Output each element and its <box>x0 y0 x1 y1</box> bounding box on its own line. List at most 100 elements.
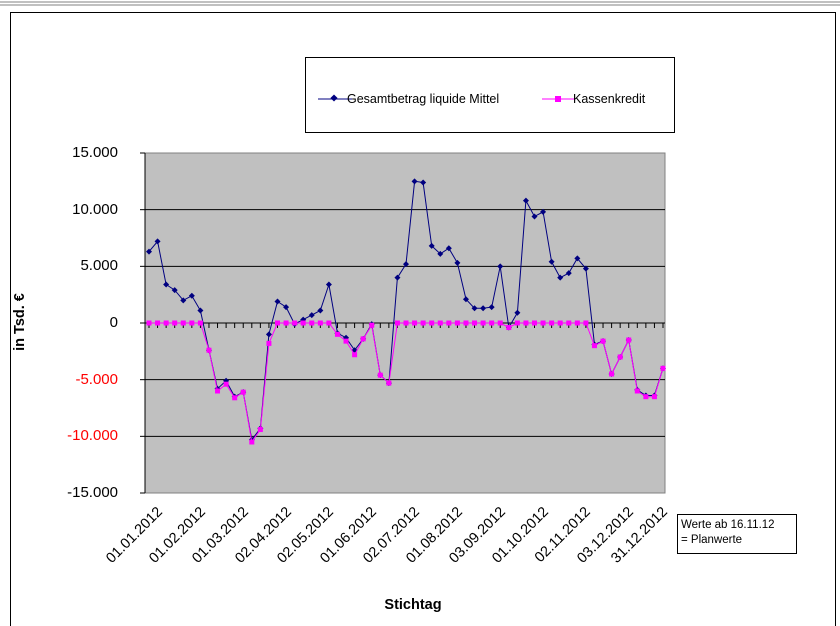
x-axis-title: Stichtag <box>384 597 442 613</box>
series-2-point-1 <box>155 320 161 326</box>
series-2-point-25 <box>360 336 366 342</box>
legend-label-series-2: Kassenkredit <box>573 92 646 106</box>
legend-swatch-series-1 <box>318 94 352 102</box>
series-2-point-52 <box>591 343 597 349</box>
series-1-point-33 <box>428 242 435 249</box>
series-1-point-14 <box>265 331 272 338</box>
series-2-point-4 <box>180 320 186 326</box>
y-tick-label-0: 15.000 <box>72 144 118 161</box>
annotation-line-1: Werte ab 16.11.12 <box>681 519 775 531</box>
series-1-point-45 <box>531 213 538 220</box>
series-1-point-6 <box>197 307 204 314</box>
series-1-point-50 <box>574 255 581 262</box>
series-2-point-56 <box>626 337 632 343</box>
series-1-point-4 <box>180 297 187 304</box>
series-2-point-33 <box>429 320 435 326</box>
series-2-point-47 <box>549 320 555 326</box>
series-1-point-0 <box>146 248 152 255</box>
series-2-point-26 <box>369 322 375 328</box>
series-1-point-36 <box>454 259 461 266</box>
series-1-point-51 <box>582 265 589 272</box>
legend: Gesamtbetrag liquide Mittel Kassenkredit <box>305 57 675 133</box>
series-2-point-49 <box>566 320 572 326</box>
series-2-point-27 <box>377 372 383 378</box>
legend-swatch-series-2 <box>542 96 574 102</box>
series-1-point-37 <box>462 296 469 303</box>
series-2-point-9 <box>223 381 229 387</box>
series-2-point-7 <box>206 347 212 353</box>
series-1-point-48 <box>557 274 564 281</box>
series-2-point-46 <box>540 320 546 326</box>
series-2-point-0 <box>146 320 152 326</box>
series-2-point-20 <box>317 320 323 326</box>
annotation-line-2: = Planwerte <box>681 534 743 546</box>
series-1-point-32 <box>420 179 427 186</box>
series-2-point-13 <box>257 427 263 433</box>
series-2-point-43 <box>514 320 520 326</box>
series-1-point-35 <box>445 245 452 252</box>
top-border <box>0 1 840 6</box>
annotation-box: Werte ab 16.11.12 = Planwerte <box>677 514 797 554</box>
series-2-point-30 <box>403 320 409 326</box>
series-2-point-45 <box>532 320 537 326</box>
series-1-point-43 <box>514 309 521 316</box>
series-2-point-48 <box>557 320 563 326</box>
series-2-point-3 <box>172 320 178 326</box>
series-2-point-57 <box>634 388 640 394</box>
series-1-point-19 <box>308 312 315 319</box>
y-tick-label-5: -10.000 <box>67 427 118 445</box>
series-1-point-2 <box>163 281 170 288</box>
series-1-point-38 <box>471 305 478 312</box>
series-2-point-38 <box>472 320 478 326</box>
series-2-point-54 <box>609 371 615 377</box>
series-2-point-35 <box>446 320 452 326</box>
series-1-point-39 <box>480 305 487 312</box>
series-1-point-31 <box>411 178 418 185</box>
series-2-point-5 <box>189 320 195 326</box>
series-1-point-1 <box>154 238 161 245</box>
series-2-point-31 <box>412 320 418 326</box>
series-2-point-44 <box>523 320 529 326</box>
chart-frame <box>10 12 836 626</box>
series-2-point-37 <box>463 320 469 326</box>
series-1-point-41 <box>497 263 504 270</box>
series-2-point-36 <box>454 320 460 326</box>
series-2-point-53 <box>600 338 606 344</box>
series-2-point-32 <box>420 320 426 326</box>
series-1-point-46 <box>540 208 547 215</box>
series-2-point-19 <box>309 320 315 326</box>
series-2-point-29 <box>394 320 400 326</box>
series-2-point-21 <box>326 320 332 326</box>
series-2-point-24 <box>352 352 358 358</box>
series-2-point-50 <box>574 320 580 326</box>
y-axis-title: in Tsd. € <box>12 293 28 351</box>
series-1-point-15 <box>274 298 281 305</box>
y-tick-label-2: 5.000 <box>80 257 118 275</box>
series-1-point-34 <box>437 250 444 257</box>
series-2-point-2 <box>163 320 169 326</box>
y-tick-label-1: 10.000 <box>72 200 118 218</box>
y-tick-label-6: -15.000 <box>67 484 118 501</box>
series-2-point-17 <box>292 320 298 326</box>
series-2-point-51 <box>583 320 589 326</box>
series-2-point-60 <box>660 365 666 371</box>
series-1-point-40 <box>488 304 495 311</box>
y-tick-label-4: -5.000 <box>75 370 118 388</box>
series-2-point-40 <box>489 320 495 326</box>
series-1-point-5 <box>188 292 195 299</box>
series-2-point-10 <box>232 395 238 401</box>
series-2-point-23 <box>343 338 349 344</box>
series-2-point-55 <box>617 354 623 360</box>
series-2-point-11 <box>240 389 246 395</box>
series-2-point-6 <box>197 320 203 326</box>
series-1-point-3 <box>171 287 178 294</box>
series-2-point-58 <box>643 394 649 400</box>
series-2-point-16 <box>283 320 289 326</box>
series-2-point-22 <box>334 331 340 337</box>
series-2-point-34 <box>437 320 443 326</box>
series-2-point-28 <box>386 380 392 386</box>
series-1-point-44 <box>522 197 529 204</box>
series-1-point-30 <box>403 261 409 268</box>
legend-label-series-1: Gesamtbetrag liquide Mittel <box>347 92 500 106</box>
